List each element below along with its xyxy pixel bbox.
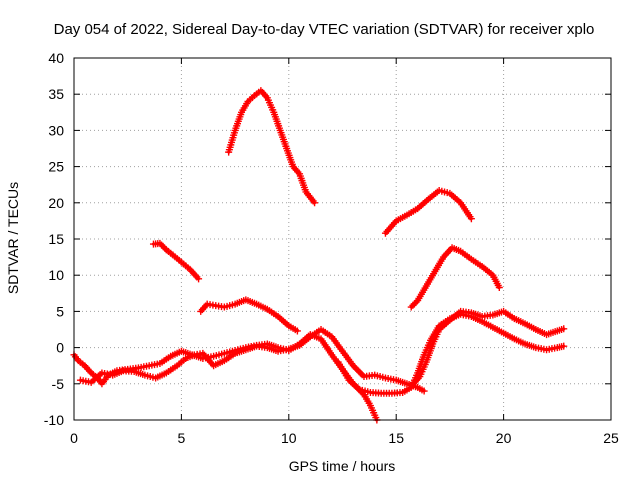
data-point <box>495 284 503 292</box>
y-tick-label: 5 <box>56 303 64 319</box>
y-tick-label: 25 <box>48 159 64 175</box>
y-tick-label: -5 <box>52 376 65 392</box>
y-tick-label: 35 <box>48 86 64 102</box>
x-tick-label: 15 <box>388 430 404 446</box>
data-point <box>410 300 418 308</box>
y-tick-label: 15 <box>48 231 64 247</box>
series-arc-d <box>197 296 301 335</box>
series-line <box>72 333 379 422</box>
data-point <box>409 301 417 309</box>
axis-ticks: 0 5 10 15 20 25 -10 -5 0 5 10 15 20 25 30 35 40 <box>44 50 619 446</box>
series-arc-f <box>381 186 475 237</box>
chart-title: Day 054 of 2022, Sidereal Day-to-day VTE… <box>54 21 595 38</box>
x-tick-label: 5 <box>178 430 186 446</box>
x-tick-label: 0 <box>70 430 78 446</box>
data-point <box>156 239 164 247</box>
series-arc-c <box>149 239 203 283</box>
data-point <box>467 215 475 223</box>
data-point <box>407 303 415 311</box>
y-tick-label: 0 <box>56 340 64 356</box>
series-arc-g <box>407 244 503 311</box>
data-point <box>420 387 428 395</box>
data-point <box>158 241 166 249</box>
data-point <box>195 275 203 283</box>
data-point <box>560 342 568 350</box>
data-point <box>159 243 167 251</box>
data-point <box>412 298 420 306</box>
series-arc-b <box>76 326 428 395</box>
x-tick-label: 25 <box>603 430 619 446</box>
x-axis-label: GPS time / hours <box>289 458 396 474</box>
y-tick-label: -10 <box>44 412 64 428</box>
y-tick-label: 40 <box>48 50 64 66</box>
y-axis-label: SDTVAR / TECUs <box>5 182 21 294</box>
series-arc-e <box>225 87 319 207</box>
data-series <box>70 87 568 424</box>
y-tick-label: 30 <box>48 122 64 138</box>
data-point <box>161 244 169 252</box>
data-point <box>560 325 568 333</box>
x-tick-label: 10 <box>281 430 297 446</box>
series-arc-i <box>409 307 568 388</box>
data-point <box>311 199 319 207</box>
series-line <box>78 328 426 393</box>
data-point <box>293 327 301 335</box>
series-arc-a <box>70 331 381 424</box>
y-tick-label: 10 <box>48 267 64 283</box>
series-line <box>409 246 501 309</box>
y-tick-label: 20 <box>48 195 64 211</box>
x-tick-label: 20 <box>496 430 512 446</box>
